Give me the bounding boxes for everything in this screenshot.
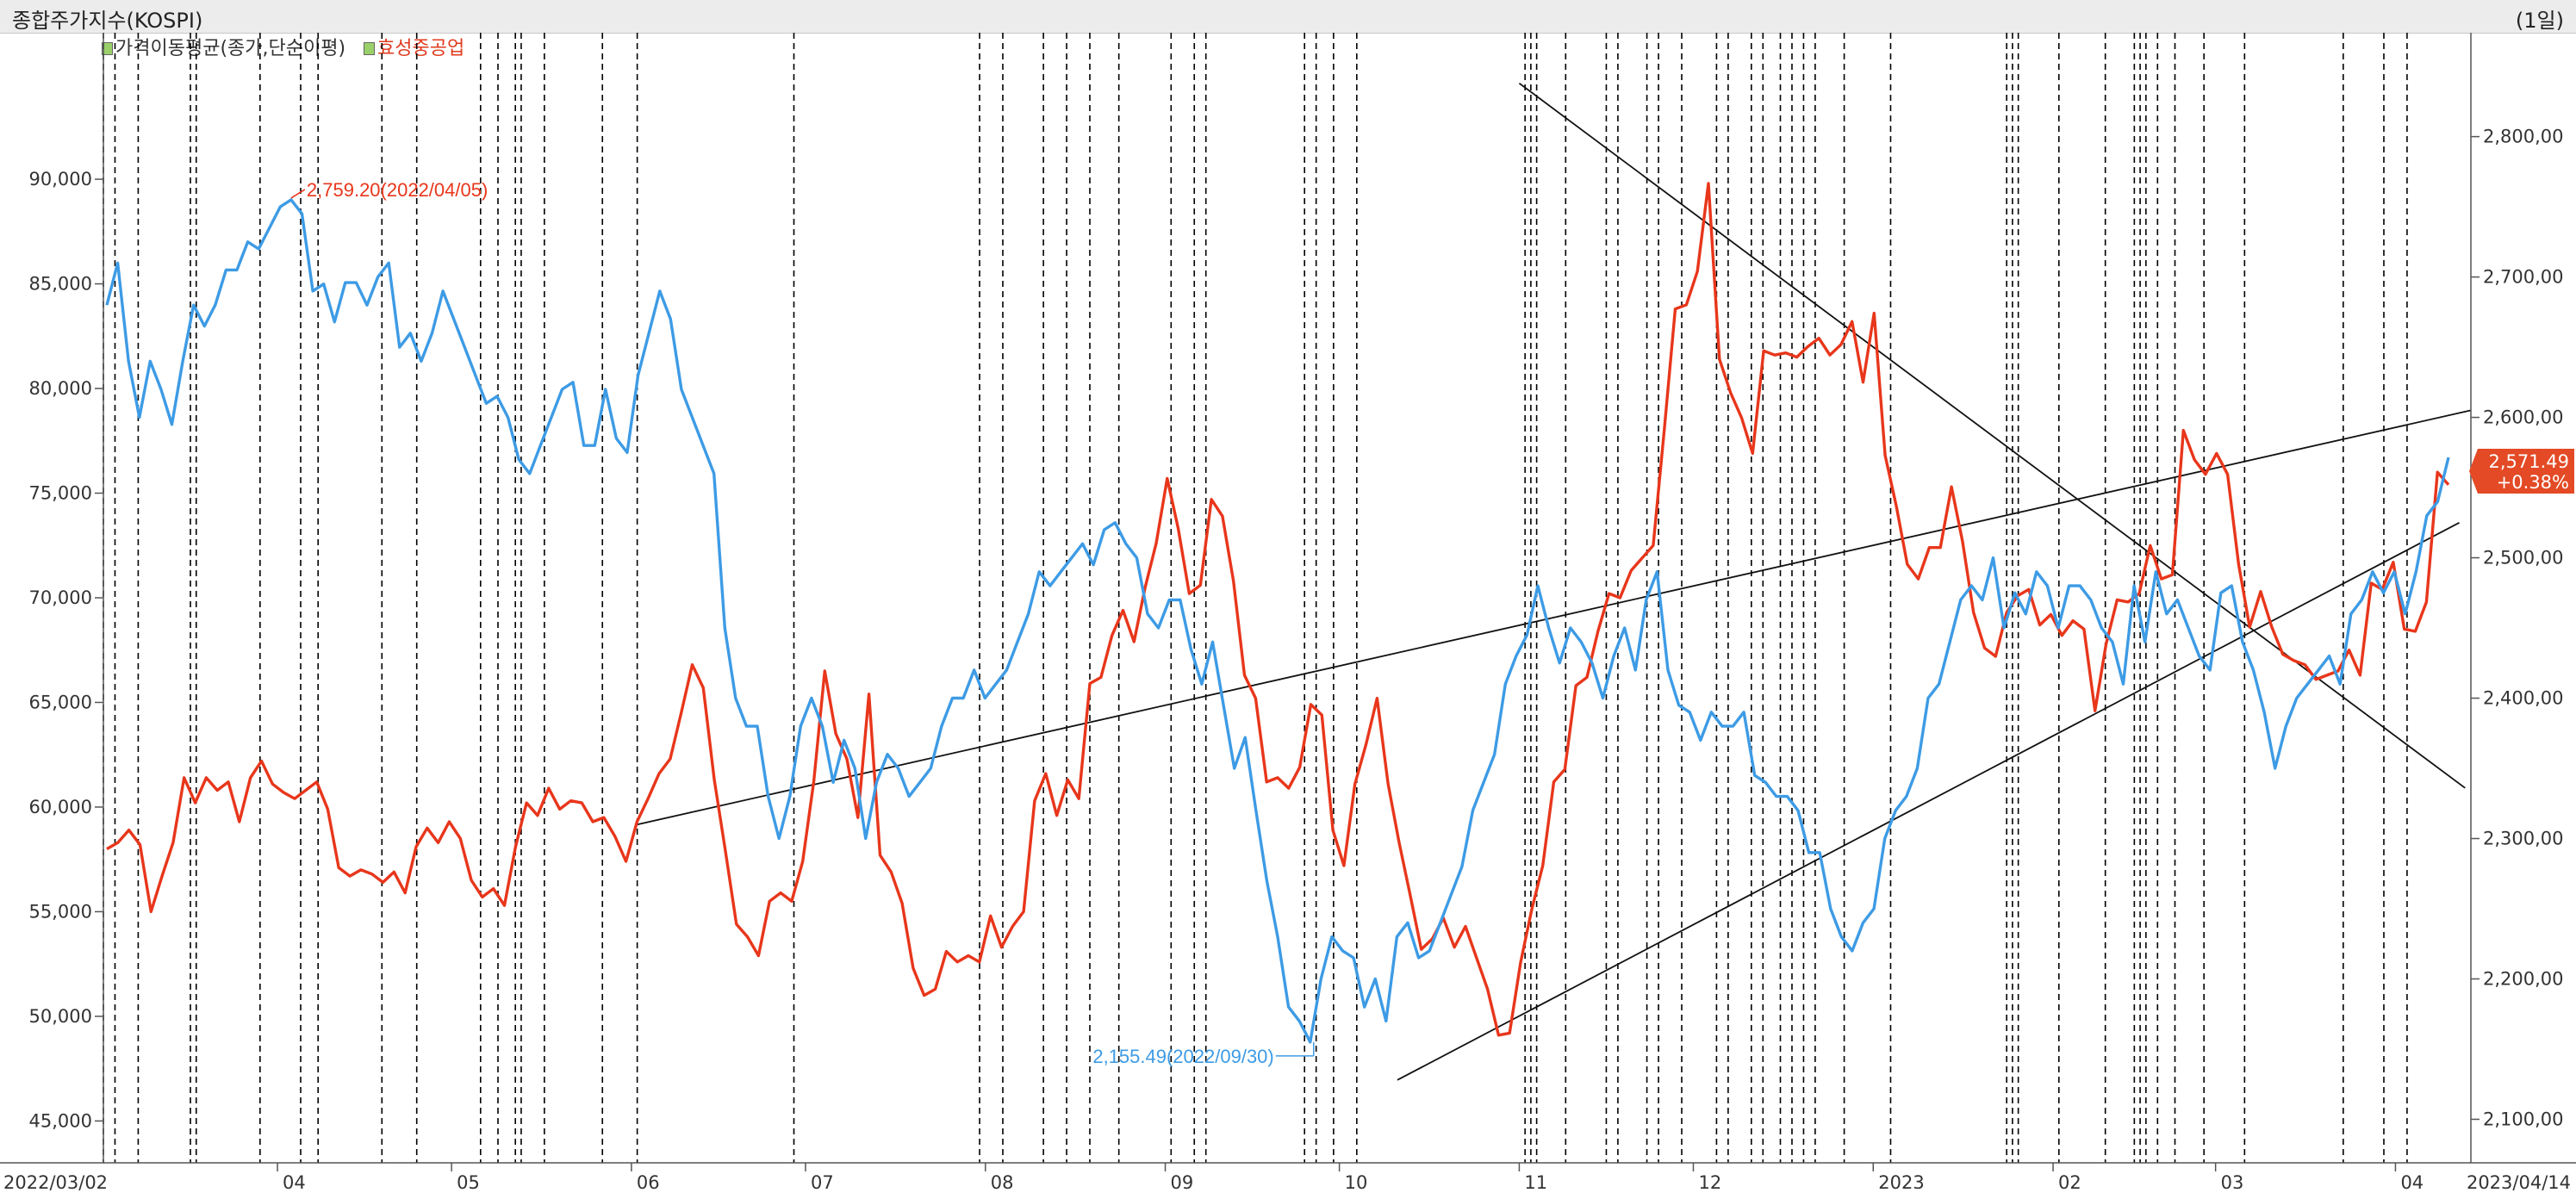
annotation-low: 2,155.49(2022/09/30): [1092, 1046, 1273, 1067]
left-tick-label: 90,000: [29, 169, 92, 189]
trendlines: [637, 82, 2472, 1081]
checkbox-icon[interactable]: [102, 42, 113, 55]
right-tick-label: 2,600,00: [2483, 407, 2564, 428]
x-tick-label: 02: [2058, 1172, 2081, 1193]
right-tick-label: 2,500,00: [2483, 548, 2564, 568]
period-label[interactable]: (1일): [2515, 9, 2564, 33]
right-axis: 2,100,00 2,200,00 2,300,00 2,400,00 2,500,00…: [2471, 127, 2564, 1129]
trendline: [637, 409, 2472, 826]
series-lines: [105, 182, 2450, 1044]
x-tick-label: 08: [991, 1172, 1014, 1193]
right-tick-label: 2,300,00: [2483, 829, 2564, 849]
trendline: [1518, 82, 2466, 789]
x-tick-label: 05: [457, 1172, 480, 1193]
x-tick-label: 04: [283, 1172, 306, 1193]
hyosung-series-line: [106, 182, 2450, 1037]
x-tick-label: 03: [2221, 1172, 2244, 1193]
last-change-label: +0.38%: [2497, 472, 2569, 493]
right-tick-label: 2,100,00: [2483, 1109, 2564, 1129]
left-tick-label: 75,000: [29, 483, 92, 504]
legend: 가격이동평균(종가,단순이평) 효성중공업: [102, 33, 476, 60]
right-tick-label: 2,800,00: [2483, 127, 2564, 147]
left-tick-label: 65,000: [29, 692, 92, 712]
right-tick-label: 2,200,00: [2483, 968, 2564, 989]
chart-title: 종합주가지수(KOSPI): [12, 9, 203, 33]
kospi-series-line: [105, 198, 2450, 1044]
legend-label-moving-average: 가격이동평균(종가,단순이평): [115, 38, 346, 59]
checkbox-icon[interactable]: [364, 42, 376, 55]
x-tick-label: 2022/03/02: [3, 1172, 108, 1193]
legend-item-hyosung[interactable]: 효성중공업: [364, 38, 464, 59]
left-tick-label: 45,000: [29, 1110, 92, 1131]
left-axis: 45,000 50,000 55,000 60,000 65,000 70,000 75,0…: [29, 169, 103, 1131]
left-tick-label: 85,000: [29, 274, 92, 295]
legend-item-moving-average[interactable]: 가격이동평균(종가,단순이평): [102, 38, 352, 59]
plot-frame: [0, 33, 2576, 1164]
annotation-high: 2,759.20(2022/04/05): [307, 179, 488, 201]
right-tick-label: 2,700,00: [2483, 267, 2564, 288]
x-tick-label: 06: [637, 1172, 660, 1193]
x-tick-label: 10: [1345, 1172, 1368, 1193]
title-bar: 종합주가지수(KOSPI) (1일): [0, 0, 2576, 34]
left-tick-label: 60,000: [29, 797, 92, 817]
left-tick-label: 50,000: [29, 1006, 92, 1027]
last-value-label: 2,571.49: [2488, 451, 2569, 472]
x-tick-label: 04: [2400, 1172, 2424, 1193]
left-tick-label: 70,000: [29, 587, 92, 608]
annotation-leader: [290, 189, 306, 199]
x-tick-label: 11: [1524, 1172, 1547, 1193]
last-value-box: [2469, 449, 2574, 494]
x-tick-label: 2023: [1878, 1172, 1924, 1193]
left-tick-label: 55,000: [29, 901, 92, 922]
left-tick-label: 80,000: [29, 378, 92, 399]
x-tick-label: 2023/04/14: [2467, 1172, 2571, 1193]
x-axis: 2022/03/02 04 05 06 07 08 09 10 11 12 2023 02 03 04 20…: [3, 1163, 2571, 1193]
x-tick-label: 07: [811, 1172, 834, 1193]
right-tick-label: 2,400,00: [2483, 688, 2564, 709]
trendline: [1397, 522, 2460, 1081]
event-lines: [103, 33, 2408, 1163]
x-tick-label: 12: [1698, 1172, 1721, 1193]
annotations: 2,759.20(2022/04/05) 2,155.49(2022/09/30)…: [290, 179, 2574, 1067]
legend-label-hyosung: 효성중공업: [377, 38, 465, 59]
x-tick-label: 09: [1171, 1172, 1194, 1193]
